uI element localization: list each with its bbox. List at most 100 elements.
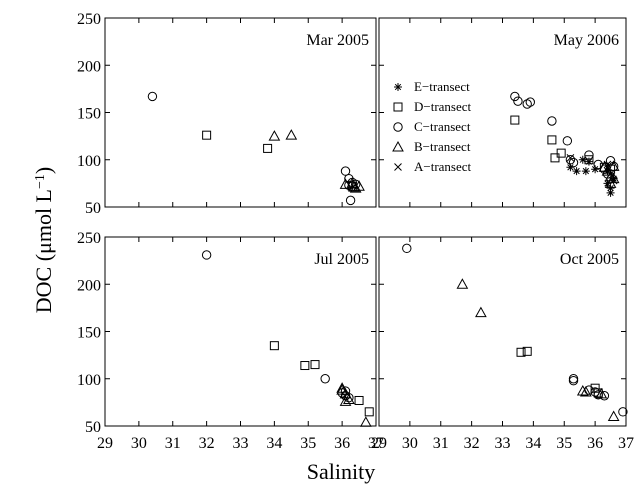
data-point-circle: [340, 166, 351, 176]
data-point-star: [566, 163, 575, 172]
x-tick-label: 36: [334, 435, 350, 452]
x-tick-label: 33: [233, 435, 249, 452]
data-point-circle: [618, 407, 628, 417]
data-point-star: [606, 188, 615, 197]
panel-title-mar-2005: Mar 2005: [306, 32, 369, 49]
panel-mar-2005: 50 100 150 200 250 Mar 2005: [77, 11, 377, 217]
data-point-triangle: [576, 385, 589, 396]
data-point-circle: [510, 91, 520, 102]
data-point-circle: [584, 150, 594, 160]
legend-marker-square: [393, 102, 403, 112]
y-tick-label: 250: [77, 230, 101, 247]
data-point-square: [202, 130, 212, 140]
data-point-square: [556, 148, 566, 158]
data-point-square: [310, 360, 320, 370]
data-point-triangle: [339, 178, 352, 189]
x-axis-title: Salinity: [307, 459, 375, 484]
data-point-square: [269, 341, 279, 351]
y-tick-label: 250: [77, 11, 101, 28]
data-point-circle: [513, 96, 523, 106]
data-point-circle: [565, 155, 576, 165]
data-point-triangle: [349, 182, 362, 193]
data-point-triangle: [475, 306, 487, 318]
legend-marker-star: [394, 83, 402, 91]
legend-item: C−transect: [393, 119, 471, 134]
data-point-square: [263, 143, 273, 153]
data-point-x: [566, 154, 575, 162]
data-point-circle: [593, 390, 603, 400]
x-tick-label: 29: [371, 435, 387, 452]
x-tick-label: 34: [266, 435, 282, 452]
legend-item: A−transect: [394, 159, 472, 174]
x-tick-label: 31: [165, 435, 181, 452]
data-point-x: [609, 176, 618, 185]
y-tick-label: 100: [77, 372, 101, 389]
data-point-square: [516, 347, 526, 357]
data-point-circle: [547, 116, 557, 126]
data-point-star: [609, 174, 618, 183]
y-axis-title-close: ): [31, 167, 56, 174]
legend-item: B−transect: [392, 139, 471, 154]
y-tick-label: 200: [77, 58, 101, 75]
legend-item: E−transect: [394, 79, 470, 94]
data-point-star: [581, 167, 590, 176]
x-tick-label: 37: [618, 435, 634, 452]
panel-title-oct-2005: Oct 2005: [560, 251, 619, 268]
data-point-star: [578, 155, 587, 164]
panel-oct-2005: 29 30 31 32 33 34 35 36 37 Oct 2005: [371, 236, 634, 452]
data-point-circle: [568, 157, 579, 168]
data-point-triangle: [339, 395, 352, 406]
legend-label: A−transect: [414, 159, 472, 174]
data-point-x: [606, 170, 615, 178]
data-point-triangle: [595, 387, 608, 399]
data-point-triangle: [456, 278, 469, 289]
data-point-circle: [340, 386, 351, 396]
data-point-star: [584, 157, 593, 166]
data-point-circle: [402, 243, 412, 254]
x-tick-label: 32: [199, 435, 215, 452]
data-point-square: [522, 346, 532, 356]
legend: E−transect D−transect C−transect B−transect…: [392, 79, 472, 174]
y-axis-title: DOC (μmol L−1): [31, 167, 56, 313]
data-point-triangle: [348, 181, 360, 192]
panel-may-2006: May 2006 E−transect D−transect C−transect B−…: [378, 17, 627, 208]
data-point-triangle: [353, 180, 365, 191]
data-point-square: [300, 361, 310, 371]
y-tick-label: 200: [77, 277, 101, 294]
x-tick-label: 36: [587, 435, 603, 452]
x-tick-label: 31: [433, 435, 449, 452]
data-point-triangle: [607, 410, 620, 422]
x-tick-label: 30: [402, 435, 418, 452]
data-point-triangle: [268, 130, 281, 141]
legend-marker-x: [394, 163, 402, 171]
x-tick-label: 29: [97, 435, 113, 452]
data-point-square: [364, 407, 374, 417]
x-tick-label: 35: [556, 435, 572, 452]
data-point-square: [584, 155, 594, 165]
data-point-square: [550, 153, 560, 163]
panel-jul-2005: 50 100 150 200 250 29 30 31 32 33 34 35 36 37 Jul 2005: [77, 230, 384, 452]
data-point-square: [510, 115, 520, 125]
x-tick-label: 35: [300, 435, 316, 452]
x-tick-label: 34: [525, 435, 541, 452]
data-point-triangle: [580, 385, 592, 397]
y-axis-title-main: DOC (μmol L: [31, 189, 56, 313]
panel-title-jul-2005: Jul 2005: [314, 251, 369, 268]
data-point-triangle: [285, 129, 298, 140]
x-tick-label: 33: [495, 435, 511, 452]
data-point-circle: [599, 391, 610, 401]
data-point-circle: [593, 159, 603, 170]
data-point-triangle: [359, 416, 372, 427]
legend-marker-triangle: [392, 140, 404, 152]
panel-title-may-2006: May 2006: [554, 32, 619, 49]
data-point-circle: [525, 97, 535, 107]
data-point-circle: [350, 179, 361, 190]
data-point-circle: [320, 374, 330, 384]
data-point-star: [572, 167, 581, 176]
data-point-circle: [201, 250, 212, 260]
data-point-triangle: [336, 382, 348, 393]
legend-marker-circle: [393, 122, 403, 132]
data-point-circle: [568, 374, 579, 384]
x-tick-label: 37: [368, 435, 384, 452]
legend-label: B−transect: [414, 139, 471, 154]
